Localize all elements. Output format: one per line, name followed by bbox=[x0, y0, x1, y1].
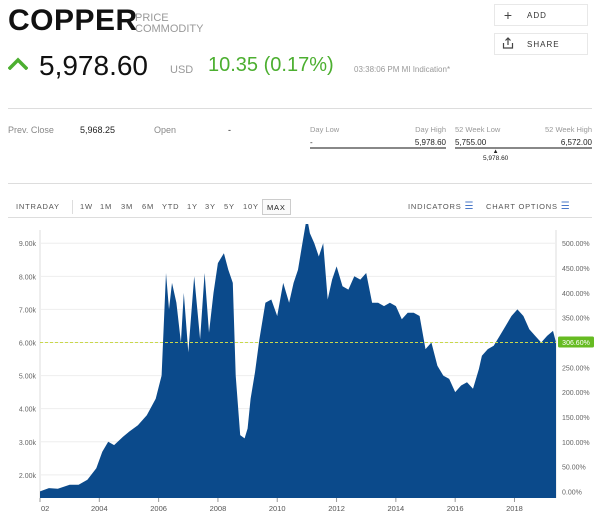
day-range-bar bbox=[310, 147, 446, 149]
tab-10y[interactable]: 10Y bbox=[243, 202, 259, 211]
quote-header: COPPER PRICE COMMODITY + ADD SHARE bbox=[8, 4, 592, 94]
subtitle-line-commodity: COMMODITY bbox=[135, 23, 204, 35]
current-value-label: 306.60% bbox=[562, 340, 590, 347]
share-button[interactable]: SHARE bbox=[494, 33, 588, 55]
y-right-tick-label: 450.00% bbox=[562, 266, 590, 273]
currency-label: USD bbox=[170, 64, 194, 76]
y-left-tick-label: 8.00k bbox=[19, 274, 37, 281]
share-label: SHARE bbox=[527, 39, 560, 49]
menu-lines-icon: ☰ bbox=[560, 201, 571, 212]
y-left-tick-label: 5.00k bbox=[19, 374, 37, 381]
chart-range-tabs: INTRADAY 1W 1M 3M 6M YTD 1Y 3Y 5Y 10Y MA… bbox=[8, 196, 592, 218]
tab-6m[interactable]: 6M bbox=[142, 202, 155, 211]
chart-options-button[interactable]: CHART OPTIONS ☰ bbox=[486, 199, 570, 215]
x-tick-label: 02 bbox=[41, 504, 49, 513]
tab-separator bbox=[72, 200, 73, 214]
commodity-title: COPPER bbox=[8, 4, 138, 37]
tab-max[interactable]: MAX bbox=[262, 199, 291, 215]
week52-marker: ▲ 5,978.60 bbox=[483, 149, 508, 162]
tab-5y[interactable]: 5Y bbox=[224, 202, 235, 211]
header-divider bbox=[8, 108, 592, 109]
tab-1w[interactable]: 1W bbox=[80, 202, 93, 211]
y-right-tick-label: 100.00% bbox=[562, 440, 590, 447]
subtitle-line-price: PRICE bbox=[135, 12, 169, 24]
x-tick-label: 2018 bbox=[506, 504, 523, 513]
price-chart[interactable]: 2.00k 3.00k 4.00k 5.00k 6.00k 7.00k 8.00k 9.00k… bbox=[0, 224, 600, 522]
add-label: ADD bbox=[527, 10, 547, 20]
x-tick-label: 2008 bbox=[210, 504, 227, 513]
y-right-tick-label: 150.00% bbox=[562, 415, 590, 422]
day-low-label: Day Low bbox=[310, 125, 340, 134]
x-tick-label: 2004 bbox=[91, 504, 108, 513]
y-left-tick-label: 6.00k bbox=[19, 340, 37, 347]
week52-high-value: 6,572.00 bbox=[560, 138, 592, 147]
quote-stats: Prev. Close 5,968.25 Open - Day Low Day … bbox=[8, 125, 592, 175]
indicators-button[interactable]: INDICATORS ☰ bbox=[408, 199, 474, 215]
add-button[interactable]: + ADD bbox=[494, 4, 588, 26]
week52-range-bar bbox=[455, 147, 592, 149]
up-arrow-icon bbox=[8, 57, 28, 70]
y-right-tick-label: 350.00% bbox=[562, 316, 590, 323]
open-value: - bbox=[228, 125, 231, 135]
quote-timestamp: 03:38:06 PM MI Indication* bbox=[354, 65, 451, 74]
tab-3m[interactable]: 3M bbox=[121, 202, 134, 211]
y-right-tick-label: 500.00% bbox=[562, 241, 590, 248]
tab-intraday[interactable]: INTRADAY bbox=[16, 202, 60, 211]
y-left-tick-label: 9.00k bbox=[19, 241, 37, 248]
tab-1m[interactable]: 1M bbox=[100, 202, 113, 211]
day-high-value: 5,978.60 bbox=[414, 138, 446, 147]
y-left-tick-label: 3.00k bbox=[19, 440, 37, 447]
week52-high-label: 52 Week High bbox=[545, 125, 592, 134]
tab-1y[interactable]: 1Y bbox=[187, 202, 198, 211]
open-label: Open bbox=[154, 125, 177, 135]
price-change: 10.35 (0.17%) bbox=[208, 54, 334, 76]
price-area bbox=[40, 224, 556, 498]
week52-range: 52 Week Low 52 Week High 5,755.00 6,572.… bbox=[455, 125, 592, 155]
price-row: 5,978.60 USD 10.35 (0.17%) 03:38:06 PM M… bbox=[8, 50, 592, 86]
current-price: 5,978.60 bbox=[39, 50, 148, 81]
day-range: Day Low Day High - 5,978.60 bbox=[310, 125, 446, 155]
x-tick-label: 2012 bbox=[328, 504, 345, 513]
price-chart-svg: 2.00k 3.00k 4.00k 5.00k 6.00k 7.00k 8.00k 9.00k… bbox=[19, 224, 594, 513]
y-right-tick-label: 50.00% bbox=[562, 465, 586, 472]
y-right-tick-label: 250.00% bbox=[562, 365, 590, 372]
x-tick-label: 2010 bbox=[269, 504, 286, 513]
y-right-tick-label: 200.00% bbox=[562, 390, 590, 397]
current-value-badge bbox=[558, 336, 594, 348]
tab-ytd[interactable]: YTD bbox=[162, 202, 180, 211]
week52-marker-value: 5,978.60 bbox=[483, 155, 509, 162]
prev-close-value: 5,968.25 bbox=[80, 125, 116, 135]
stats-divider bbox=[8, 183, 592, 184]
day-low-value: - bbox=[310, 138, 313, 147]
menu-lines-icon: ☰ bbox=[464, 201, 475, 212]
x-tick-label: 2016 bbox=[447, 504, 464, 513]
y-left-tick-label: 7.00k bbox=[19, 307, 37, 314]
share-icon bbox=[495, 36, 521, 52]
y-right-tick-label: 400.00% bbox=[562, 291, 590, 298]
day-high-label: Day High bbox=[415, 125, 446, 134]
indicators-label: INDICATORS bbox=[408, 202, 462, 211]
y-left-tick-label: 4.00k bbox=[19, 407, 37, 414]
tab-3y[interactable]: 3Y bbox=[205, 202, 216, 211]
y-left-tick-label: 2.00k bbox=[19, 473, 37, 480]
week52-low-value: 5,755.00 bbox=[455, 138, 487, 147]
x-tick-label: 2014 bbox=[388, 504, 405, 513]
x-tick-label: 2006 bbox=[150, 504, 167, 513]
y-right-tick-label: 0.00% bbox=[562, 489, 582, 496]
commodity-subtitle: PRICE COMMODITY bbox=[135, 13, 203, 35]
week52-low-label: 52 Week Low bbox=[455, 125, 501, 134]
plus-icon: + bbox=[503, 7, 513, 23]
prev-close-label: Prev. Close bbox=[8, 125, 54, 135]
chart-options-label: CHART OPTIONS bbox=[486, 202, 558, 211]
marker-caret-icon: ▲ bbox=[492, 149, 499, 155]
